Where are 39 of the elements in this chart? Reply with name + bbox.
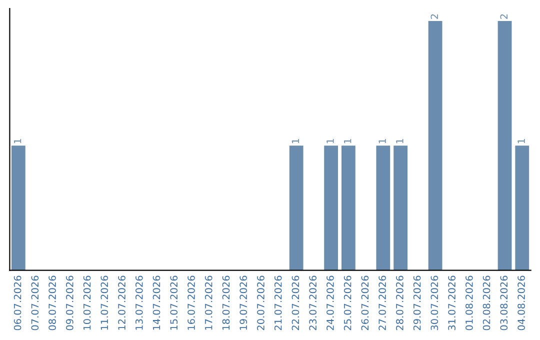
x-tick-label: 22.07.2026	[292, 276, 300, 330]
x-tick-label: 03.08.2026	[500, 276, 508, 330]
x-tick-label: 25.07.2026	[344, 276, 352, 330]
x-tick-label: 01.08.2026	[465, 276, 473, 330]
x-tick-label: 11.07.2026	[100, 276, 108, 330]
x-tick-label: 14.07.2026	[152, 276, 160, 330]
data-label: 1	[14, 138, 22, 144]
data-label: 1	[518, 138, 525, 144]
data-label: 1	[292, 138, 300, 144]
x-tick-label: 18.07.2026	[222, 276, 230, 330]
data-label: 2	[430, 14, 438, 19]
x-tick-label: 31.07.2026	[448, 276, 456, 330]
x-tick-label: 06.07.2026	[14, 276, 22, 330]
x-tick-label: 02.08.2026	[482, 276, 490, 330]
x-tick-label: 29.07.2026	[413, 276, 421, 330]
data-label: 1	[396, 138, 404, 144]
x-tick-label: 10.07.2026	[83, 276, 91, 330]
x-tick-label: 08.07.2026	[48, 276, 56, 330]
x-tick-label: 09.07.2026	[66, 276, 74, 330]
x-tick-label: 17.07.2026	[204, 276, 212, 330]
data-label: 2	[500, 14, 508, 19]
data-label: 1	[344, 138, 352, 144]
x-tick-label: 20.07.2026	[257, 276, 264, 330]
x-tick-label: 13.07.2026	[135, 276, 143, 330]
x-tick-label: 26.07.2026	[361, 276, 369, 330]
x-tick-label: 07.07.2026	[31, 276, 39, 330]
x-tick-label: 23.07.2026	[309, 276, 317, 330]
x-tick-label: 30.07.2026	[430, 276, 438, 330]
data-label: 1	[378, 138, 386, 144]
x-tick-label: 27.07.2026	[378, 276, 386, 330]
x-tick-label: 19.07.2026	[240, 276, 248, 330]
x-tick-label: 15.07.2026	[170, 276, 178, 330]
x-tick-label: 28.07.2026	[396, 276, 404, 330]
x-tick-label: 16.07.2026	[188, 276, 195, 330]
x-tick-label: 04.08.2026	[518, 276, 525, 330]
x-tick-label: 12.07.2026	[118, 276, 126, 330]
x-tick-label: 21.07.2026	[274, 276, 282, 330]
x-tick-label: 24.07.2026	[326, 276, 334, 330]
data-label: 1	[326, 138, 334, 144]
